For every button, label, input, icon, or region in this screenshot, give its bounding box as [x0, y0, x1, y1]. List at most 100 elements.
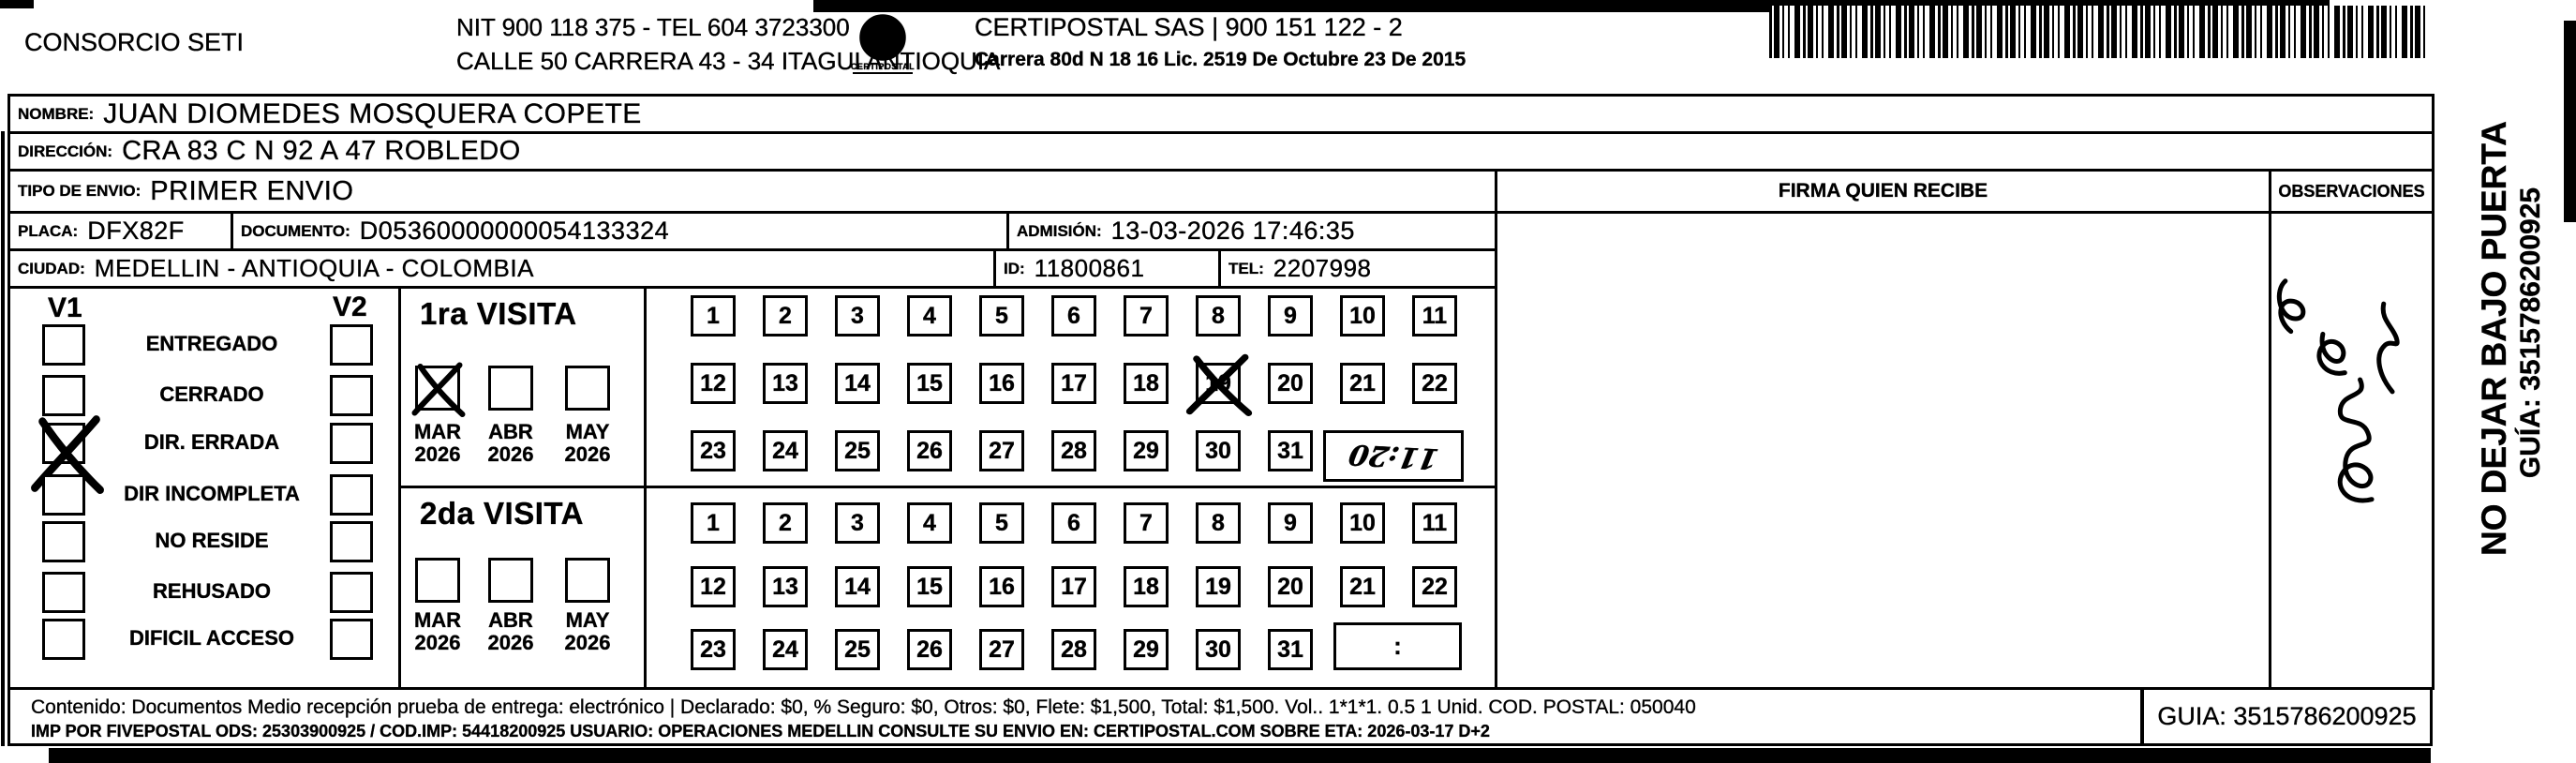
visit-2-day-21: 21 [1340, 566, 1385, 607]
v1-checkbox-no-reside [42, 521, 85, 562]
firma-signature-area [1495, 211, 2271, 690]
v1-column-header: V1 [48, 292, 82, 323]
visit-1-day-11: 11 [1412, 295, 1457, 337]
visit-2-day-13: 13 [763, 566, 808, 607]
visit-2-day-18: 18 [1124, 566, 1169, 607]
handwritten-annotation [2252, 267, 2420, 516]
company-nit-line: NIT 900 118 375 - TEL 604 3723300 [456, 13, 850, 41]
visit-2-time-box: : [1333, 622, 1462, 670]
v1-checkbox-cerrado [42, 375, 85, 416]
visit-2-day-12: 12 [691, 566, 736, 607]
status-label-rehusado: REHUSADO [153, 579, 271, 603]
visit-2-month-checkbox-mar [415, 558, 460, 603]
visit-2-day-25: 25 [835, 629, 880, 670]
field-nombre: NOMBRE: JUAN DIOMEDES MOSQUERA COPETE [7, 94, 2435, 134]
visit-1-day-25: 25 [835, 430, 880, 471]
field-admision: ADMISIÓN: 13-03-2026 17:46:35 [1006, 211, 1497, 251]
visit-2-day-23: 23 [691, 629, 736, 670]
visit-2-day-11: 11 [1412, 502, 1457, 544]
v2-checkbox-cerrado [330, 375, 373, 416]
visit-2-day-15: 15 [907, 566, 952, 607]
visit-2-month-panel: 2da VISITA MAR 2026 ABR 2026 MAY 2026 [398, 486, 647, 690]
visit-2-day-22: 22 [1412, 566, 1457, 607]
status-label-entregado: ENTREGADO [145, 332, 278, 355]
scan-artifact-corner [0, 0, 34, 8]
field-id: ID: 11800861 [993, 248, 1221, 289]
visit-2-day-2: 2 [763, 502, 808, 544]
visit-2-day-17: 17 [1051, 566, 1096, 607]
visit-1-day-13: 13 [763, 363, 808, 404]
visit-1-month-label-abr: ABR [488, 420, 533, 443]
status-label-dir-errada: DIR. ERRADA [143, 430, 280, 454]
visit-1-day-6: 6 [1051, 295, 1096, 337]
visit-2-day-31: 31 [1268, 629, 1313, 670]
visit-1-month-label-mar: MAR [413, 420, 462, 443]
visit-1-title: 1ra VISITA [420, 296, 577, 331]
barcode [1769, 6, 2425, 58]
status-label-dificil-acceso: DIFICIL ACCESO [128, 626, 294, 650]
direccion-label: DIRECCIÓN: [18, 142, 113, 160]
visit-1-day-21: 21 [1340, 363, 1385, 404]
firma-column-header: FIRMA QUIEN RECIBE [1495, 169, 2271, 214]
field-ciudad: CIUDAD: MEDELLIN - ANTIOQUIA - COLOMBIA [7, 248, 996, 289]
visit-2-day-20: 20 [1268, 566, 1313, 607]
visit-1-month-panel: 1ra VISITA MAR 2026 ABR 2026 MAY 2026 [398, 286, 647, 488]
visit-1-month-label-may: MAY [565, 420, 610, 443]
visit-1-day-15: 15 [907, 363, 952, 404]
visit-2-day-27: 27 [979, 629, 1024, 670]
visit-2-day-30: 30 [1196, 629, 1241, 670]
tipo-envio-label: TIPO DE ENVIO: [18, 182, 141, 200]
right-company-line: CERTIPOSTAL SAS | 900 151 122 - 2 [975, 13, 1403, 41]
visit-1-time-box: 11:20 [1323, 430, 1464, 482]
field-direccion: DIRECCIÓN: CRA 83 C N 92 A 47 ROBLEDO [7, 131, 2435, 172]
visit-1-day-10: 10 [1340, 295, 1385, 337]
visit-2-year-label: 2026 [487, 631, 534, 654]
visit-1-day-31: 31 [1268, 430, 1313, 471]
guia-number-box: GUIA: 3515786200925 [2141, 687, 2433, 746]
visit-2-month-label-may: MAY [565, 608, 610, 632]
status-panel: V1 V2 ENTREGADO CERRADO DIR. ERRADA DIR INC… [7, 286, 401, 690]
visit-2-year-label: 2026 [564, 631, 611, 654]
visit-1-day-17: 17 [1051, 363, 1096, 404]
v1-checkbox-dificil-acceso [42, 619, 85, 660]
visit-2-month-label-abr: ABR [488, 608, 533, 632]
v1-checkbox-dir-incompleta [42, 474, 85, 516]
tipo-envio-value: PRIMER ENVIO [150, 175, 354, 206]
company-name: CONSORCIO SETI [24, 28, 245, 56]
side-note-no-dejar: NO DEJAR BAJO PUERTA [2475, 121, 2513, 556]
ciudad-label: CIUDAD: [18, 259, 85, 277]
visit-1-day-16: 16 [979, 363, 1024, 404]
v1-checkbox-dir-errada [42, 423, 85, 464]
visit-2-month-checkbox-abr [488, 558, 533, 603]
visit-2-day-29: 29 [1124, 629, 1169, 670]
admision-value: 13-03-2026 17:46:35 [1110, 217, 1355, 245]
visit-2-day-4: 4 [907, 502, 952, 544]
company-address-line: CALLE 50 CARRERA 43 - 34 ITAGUI ANTIOQUI… [456, 47, 1001, 75]
v2-column-header: V2 [333, 292, 367, 322]
visit-1-day-18: 18 [1124, 363, 1169, 404]
visit-1-day-14: 14 [835, 363, 880, 404]
visit-1-day-4: 4 [907, 295, 952, 337]
visit-2-day-10: 10 [1340, 502, 1385, 544]
visit-2-day-14: 14 [835, 566, 880, 607]
v2-checkbox-entregado [330, 324, 373, 366]
visit-2-day-26: 26 [907, 629, 952, 670]
visit-2-day-1: 1 [691, 502, 736, 544]
visit-2-day-5: 5 [979, 502, 1024, 544]
scan-artifact-right-strip [2564, 21, 2576, 222]
field-placa: PLACA: DFX82F [7, 211, 233, 251]
ciudad-value: MEDELLIN - ANTIOQUIA - COLOMBIA [94, 254, 534, 282]
field-tipo-envio: TIPO DE ENVIO: PRIMER ENVIO [7, 169, 1497, 214]
nombre-label: NOMBRE: [18, 104, 95, 123]
visit-1-day-23: 23 [691, 430, 736, 471]
visit-2-title: 2da VISITA [420, 496, 584, 531]
status-label-dir-incompleta: DIR INCOMPLETA [124, 482, 300, 505]
visit-2-day-9: 9 [1268, 502, 1313, 544]
v2-checkbox-no-reside [330, 521, 373, 562]
placa-label: PLACA: [18, 221, 79, 240]
field-documento: DOCUMENTO: D05360000000054133324 [231, 211, 1009, 251]
visit-2-year-label: 2026 [414, 631, 461, 654]
visit-1-day-5: 5 [979, 295, 1024, 337]
status-label-no-reside: NO RESIDE [155, 529, 269, 552]
